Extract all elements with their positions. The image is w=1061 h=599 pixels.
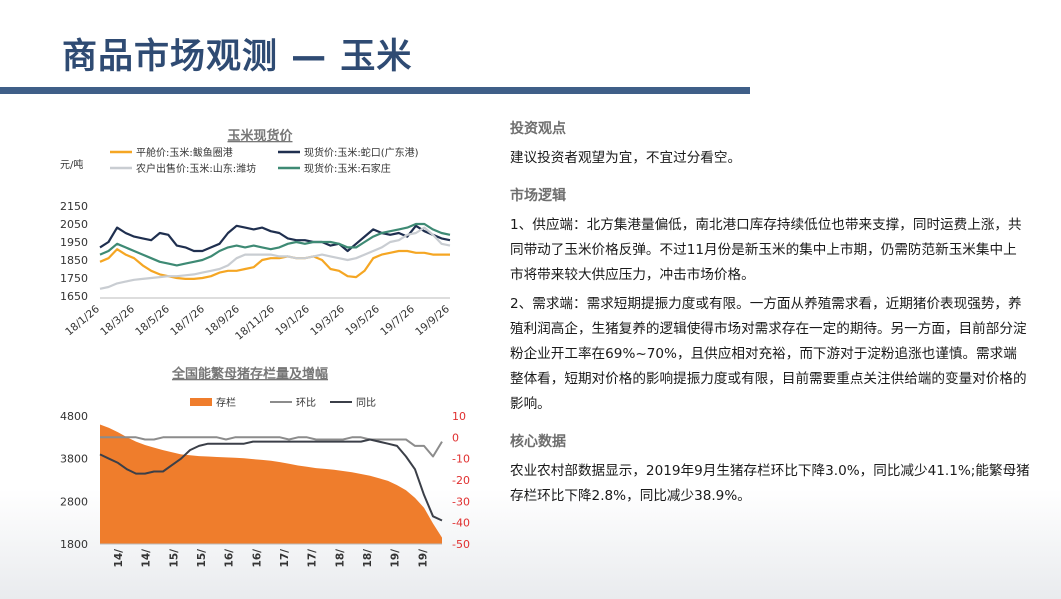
chart2-legend-swatch: [190, 398, 212, 406]
chart1-x-tick: 18/11/26: [233, 303, 277, 343]
chart1-x-tick: 19/9/26: [413, 303, 452, 338]
chart2-x-tick: 19/: [417, 549, 429, 568]
demand-paragraph: 2、需求端：需求短期提振力度或有限。一方面从养殖需求看，近期猪价表现强势，养殖利…: [510, 296, 1027, 412]
chart2-series-line: [99, 438, 443, 522]
chart1-y-tick: 2050: [60, 218, 88, 231]
chart2-legend-label: 环比: [296, 397, 316, 409]
chart2-y2-tick: -30: [452, 495, 470, 508]
chart2-x-tick: 14/: [113, 549, 125, 568]
chart1-y-tick: 1850: [60, 254, 88, 267]
chart1-y-tick: 2150: [60, 200, 88, 213]
chart1-y-tick: 1750: [60, 272, 88, 285]
chart1-title: 玉米现货价: [227, 128, 293, 144]
page-title: 商品市场观测 — 玉米: [62, 37, 413, 77]
core-data-heading: 核心数据: [510, 434, 566, 450]
chart1-x-tick: 19/5/26: [343, 303, 382, 338]
chart2-inventory-area: [100, 424, 442, 544]
chart1-x-tick: 19/1/26: [273, 303, 312, 338]
chart2-x-tick: 15/: [168, 549, 180, 568]
chart1-ylabel: 元/吨: [60, 158, 83, 171]
chart1-y-tick: 1650: [60, 290, 88, 303]
chart2-legend-label: 同比: [356, 397, 376, 409]
chart2-x-tick: 15/: [196, 549, 208, 568]
chart2-x-tick: 16/: [224, 549, 236, 568]
chart1-x-tick: 18/5/26: [133, 303, 172, 338]
analysis-panel: 投资观点 建议投资者观望为宜，不宜过分看空。 市场逻辑 1、供应端：北方集港量偏…: [510, 118, 1030, 509]
chart2-y2-tick: -20: [452, 474, 470, 487]
supply-paragraph: 1、供应端：北方集港量偏低，南北港口库存持续低位也带来支撑，同时运费上涨，共同带…: [510, 217, 1022, 283]
chart1-x-tick: 19/3/26: [308, 303, 347, 338]
chart2-y2-tick: 0: [452, 431, 459, 444]
chart2-x-tick: 17/: [307, 549, 319, 568]
chart1-x-tick: 18/7/26: [168, 303, 207, 338]
chart2-y2-tick: -10: [452, 453, 470, 466]
chart2-x-tick: 18/: [362, 549, 374, 568]
chart2-x-tick: 18/: [334, 549, 346, 568]
chart1-legend-label: 农户出售价:玉米:山东:潍坊: [136, 162, 256, 175]
chart1-x-tick: 18/1/26: [63, 303, 102, 338]
title-underline: [0, 87, 750, 94]
chart2-x-tick: 16/: [251, 549, 263, 568]
chart1-legend-label: 现货价:玉米:蛇口(广东港): [304, 146, 419, 159]
invest-view-text: 建议投资者观望为宜，不宜过分看空。: [510, 150, 742, 166]
chart2-legend-label: 存栏: [216, 396, 236, 409]
chart2-x-tick: 14/: [141, 549, 153, 568]
market-logic-heading: 市场逻辑: [510, 188, 566, 204]
chart1-x-tick: 19/7/26: [378, 303, 417, 338]
chart2-x-tick: 17/: [279, 549, 291, 568]
chart1-series-line: [99, 224, 451, 253]
chart2-y2-tick: -50: [452, 538, 470, 551]
chart2-y-tick: 3800: [60, 453, 88, 466]
chart2-series-line: [100, 436, 443, 458]
chart1-y-tick: 1950: [60, 236, 88, 249]
chart1-series-line: [99, 222, 451, 267]
chart1-series-line: [99, 226, 451, 290]
chart1-x-tick: 18/3/26: [98, 303, 137, 338]
core-data-text: 农业农村部数据显示，2019年9月生猪存栏环比下降3.0%，同比减少41.1%;…: [510, 463, 1030, 504]
chart2-y-tick: 2800: [60, 495, 88, 508]
chart1-legend-label: 平舱价:玉米:鲅鱼圈港: [136, 146, 233, 159]
chart2-y2-tick: 10: [452, 410, 466, 423]
chart1-legend-label: 现货价:玉米:石家庄: [304, 162, 391, 175]
chart2-y-tick: 4800: [60, 410, 88, 423]
chart2-y-tick: 1800: [60, 538, 88, 551]
chart1-series-line: [99, 248, 450, 280]
chart2-title: 全国能繁母猪存栏量及增幅: [171, 366, 328, 382]
chart2-y2-tick: -40: [452, 517, 470, 530]
invest-view-heading: 投资观点: [510, 121, 566, 137]
chart2-x-tick: 19/: [390, 549, 402, 568]
